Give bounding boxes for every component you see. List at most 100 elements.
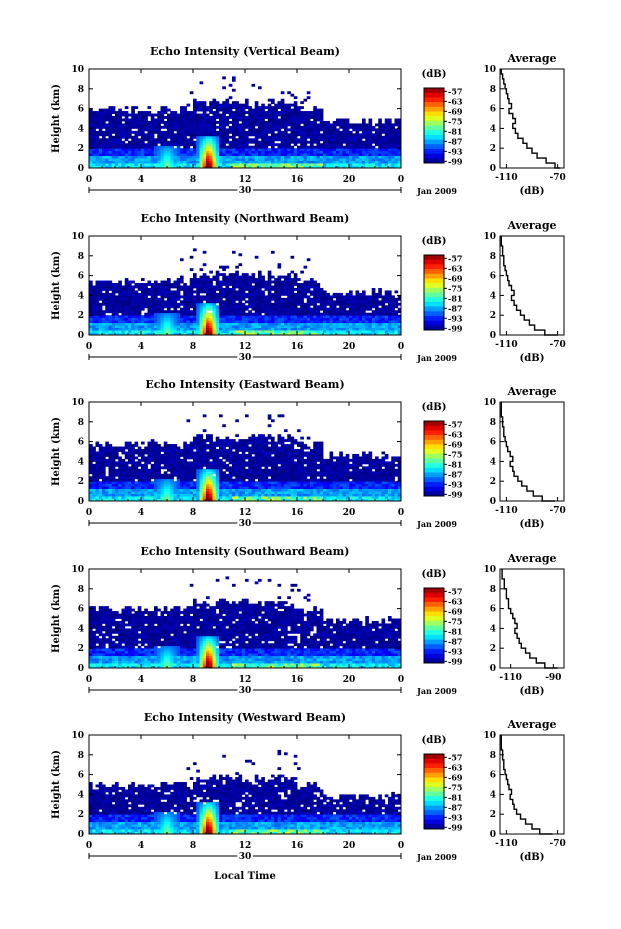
colorbar-swatch xyxy=(424,481,444,487)
panel-4: Echo Intensity (Southward Beam) 0 2 4 6 8 10 He… xyxy=(51,545,565,698)
colorbar-frame xyxy=(423,587,445,664)
colorbar-swatch xyxy=(424,306,444,312)
heatmap-cells xyxy=(89,414,402,502)
colorbar-swatch xyxy=(424,810,444,816)
y-tick-label: 6 xyxy=(78,605,84,615)
average-profile-line xyxy=(500,69,561,169)
date-label: Jan 2009 xyxy=(416,686,457,696)
y-tick-label: 10 xyxy=(71,565,84,575)
colorbar-tick-label: -63 xyxy=(448,96,463,106)
average-y-tick-label: 2 xyxy=(490,144,496,154)
average-x-tick-label: -110 xyxy=(499,673,522,683)
colorbar-swatch xyxy=(424,458,444,464)
average-profile-line xyxy=(500,236,558,336)
average-y-tick-label: 0 xyxy=(490,164,496,174)
colorbar-swatch xyxy=(424,588,444,593)
colorbar-swatch xyxy=(424,148,444,154)
colorbar-swatch xyxy=(424,777,444,783)
panel-3: Echo Intensity (Eastward Beam) 0 2 4 6 8 10 Hei… xyxy=(51,378,566,531)
colorbar-tick-label: -93 xyxy=(448,812,463,822)
average-frame xyxy=(499,568,565,669)
colorbar-swatch xyxy=(424,791,444,797)
colorbar-swatch xyxy=(424,287,444,293)
colorbar-tick-label: -63 xyxy=(448,596,463,606)
average-xlabel: (dB) xyxy=(520,519,545,530)
colorbar-tick-label: -99 xyxy=(448,323,463,333)
average-title: Average xyxy=(506,552,556,565)
average-y-tick-label: 10 xyxy=(483,65,496,75)
average-frame xyxy=(499,68,565,169)
colorbar-swatch xyxy=(424,273,444,279)
colorbar-tick-label: -57 xyxy=(448,752,462,762)
colorbar-swatch xyxy=(424,97,444,103)
y-tick-label: 8 xyxy=(78,751,84,761)
date-label: Jan 2009 xyxy=(416,852,457,862)
y-tick-label: 6 xyxy=(78,771,84,781)
colorbar-swatch xyxy=(424,592,444,598)
colorbar-swatch xyxy=(424,102,444,108)
average-xlabel: (dB) xyxy=(520,686,545,697)
heatmap-cells xyxy=(89,749,402,835)
colorbar-tick-label: -87 xyxy=(448,303,462,313)
average-y-tick-label: 10 xyxy=(483,731,496,741)
average-title: Average xyxy=(506,219,556,232)
day-label: 30 xyxy=(239,519,252,529)
y-tick-label: 4 xyxy=(78,291,84,301)
colorbar-swatch xyxy=(424,297,444,303)
average-y-tick-label: 4 xyxy=(490,457,496,467)
colorbar-swatch xyxy=(424,824,444,830)
average-frame xyxy=(499,401,565,502)
colorbar-tick-label: -57 xyxy=(448,419,462,429)
colorbar-swatch xyxy=(424,325,444,331)
x-tick-label: 8 xyxy=(190,675,196,685)
y-tick-label: 2 xyxy=(78,311,84,321)
colorbar-swatch xyxy=(424,606,444,612)
day-label: 30 xyxy=(239,686,252,696)
x-tick-label: 20 xyxy=(343,342,356,352)
colorbar-swatch xyxy=(424,634,444,640)
average-y-tick-label: 0 xyxy=(490,664,496,674)
average-x-tick-label: -70 xyxy=(549,506,565,516)
x-tick-label: 20 xyxy=(343,508,356,518)
panel-title: Echo Intensity (Vertical Beam) xyxy=(150,45,340,58)
average-y-tick-label: 0 xyxy=(490,497,496,507)
average-y-tick-label: 2 xyxy=(490,810,496,820)
colorbar-swatch xyxy=(424,453,444,459)
x-tick-label: 0 xyxy=(398,175,404,185)
average-y-tick-label: 10 xyxy=(483,565,496,575)
colorbar-swatch xyxy=(424,758,444,764)
day-label: 30 xyxy=(239,353,252,363)
average-y-tick-label: 10 xyxy=(483,398,496,408)
colorbar-swatch xyxy=(424,639,444,645)
colorbar-tick-label: -81 xyxy=(448,126,462,136)
colorbar-swatch xyxy=(424,768,444,774)
average-frame xyxy=(499,235,565,336)
x-tick-label: 0 xyxy=(86,675,92,685)
colorbar-swatch xyxy=(424,772,444,778)
y-tick-label: 8 xyxy=(78,252,84,262)
colorbar-swatch xyxy=(424,449,444,455)
average-y-tick-label: 8 xyxy=(490,585,496,595)
x-tick-label: 20 xyxy=(343,675,356,685)
x-tick-label: 8 xyxy=(190,342,196,352)
colorbar-swatch xyxy=(424,88,444,93)
colorbar-tick-label: -99 xyxy=(448,822,463,832)
colorbar-swatch xyxy=(424,611,444,617)
colorbar-swatch xyxy=(424,139,444,145)
average-x-tick-label: -70 xyxy=(549,340,565,350)
x-tick-label: 4 xyxy=(138,508,144,518)
colorbar-swatch xyxy=(424,125,444,131)
average-y-tick-label: 6 xyxy=(490,105,496,115)
x-tick-label: 20 xyxy=(343,175,356,185)
average-y-tick-label: 6 xyxy=(490,771,496,781)
average-x-tick-label: -110 xyxy=(495,173,518,183)
y-tick-label: 2 xyxy=(78,144,84,154)
heatmap-cells xyxy=(89,248,402,336)
colorbar-swatch xyxy=(424,648,444,654)
average-frame xyxy=(499,734,565,835)
x-tick-label: 16 xyxy=(291,508,304,518)
y-tick-label: 4 xyxy=(78,790,84,800)
colorbar-tick-label: -81 xyxy=(448,626,462,636)
x-tick-label: 12 xyxy=(239,175,252,185)
colorbar-swatch xyxy=(424,597,444,603)
